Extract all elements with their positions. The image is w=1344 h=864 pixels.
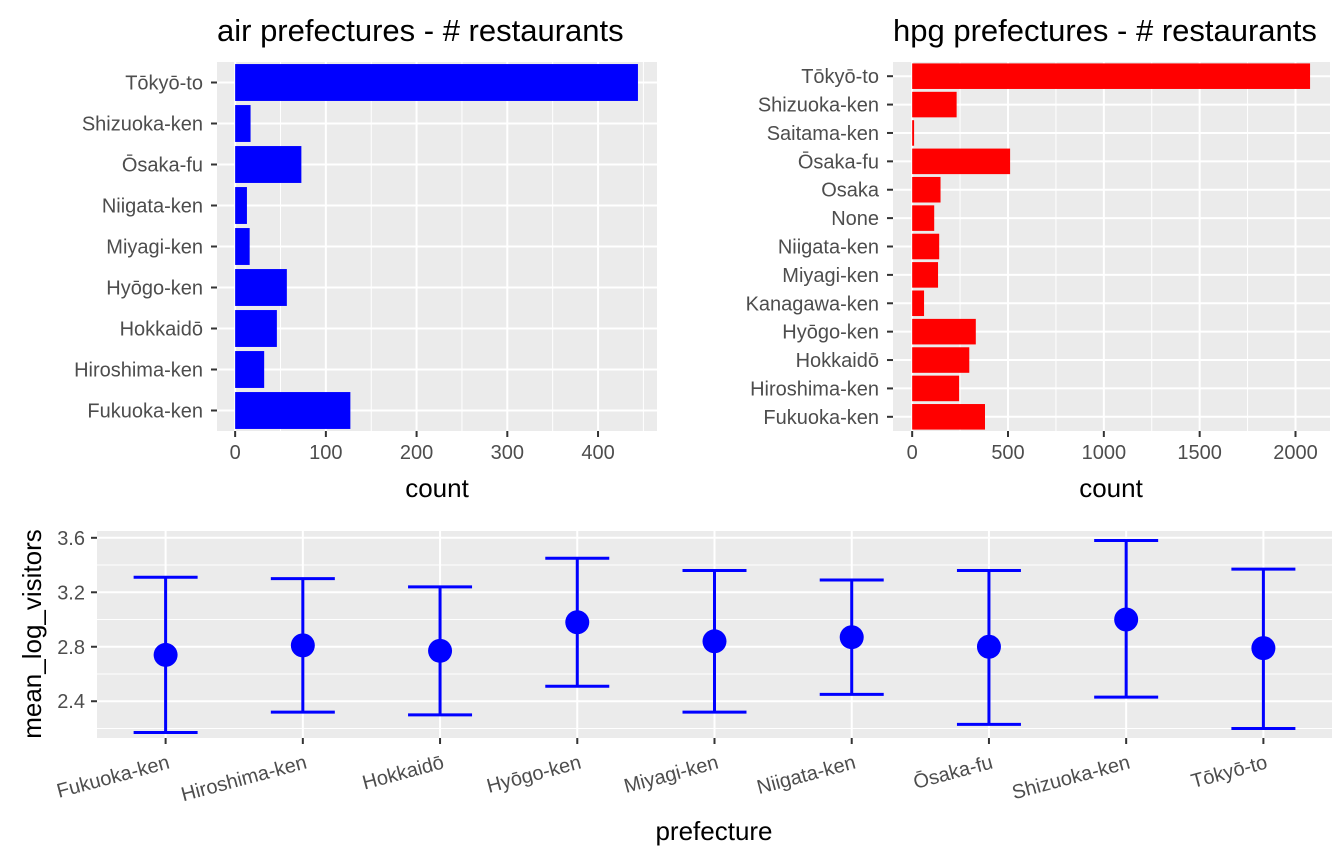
p1-bar-hiroshima-ken [235, 351, 265, 388]
p2-y-tick-label: Saitama-ken [767, 123, 879, 145]
p2-bar-hiroshima-ken [912, 375, 960, 402]
p1-y-tick-label: Miyagi-ken [106, 237, 203, 259]
p3-mean-point-hyogo-ken [565, 610, 590, 635]
visitors-errorbar-chart: 2.4 2.8 3.2 3.6 Fukuoka-ken Hiroshima-ken Hok… [17, 528, 1332, 846]
p2-bar-shizuoka-ken [912, 91, 957, 118]
air-x-axis-title: count [405, 473, 469, 503]
p2-y-tick-label: Ōsaka-fu [798, 150, 879, 173]
p2-bar-none [912, 205, 935, 231]
p2-y-tick-label: Fukuoka-ken [763, 407, 879, 429]
p1-y-tick-label: Tōkyō-to [125, 73, 203, 95]
p3-x-tick-label: Ōsaka-fu [911, 751, 995, 794]
p2-x-tick-label: 2000 [1273, 442, 1318, 464]
p3-x-tick-label: Fukuoka-ken [55, 752, 172, 803]
p2-bar-miyagi-ken [912, 262, 939, 288]
p3-y-tick-label: 3.6 [57, 528, 85, 550]
p3-mean-point-miyagi-ken [702, 629, 727, 654]
p2-bar-saitama-ken [912, 120, 915, 146]
p3-mean-point-osaka-fu [976, 634, 1001, 659]
p3-y-tick-label: 3.2 [57, 582, 85, 604]
p3-x-tick-label: Hokkaidō [360, 752, 446, 795]
p1-y-tick-label: Niigata-ken [102, 196, 203, 218]
p2-y-tick-label: Shizuoka-ken [758, 95, 879, 117]
p1-x-tick-label: 100 [309, 442, 342, 464]
p2-bar-hyogo-ken [912, 318, 976, 345]
p1-bar-fukuoka-ken [235, 392, 351, 429]
p2-y-tick-label: Hyōgo-ken [782, 322, 879, 344]
p1-bar-tokyo-to [235, 64, 638, 101]
p2-x-tick-label: 1000 [1082, 442, 1127, 464]
p2-bar-osaka-fu [912, 148, 1011, 175]
p3-mean-point-hiroshima-ken [290, 633, 315, 658]
p3-x-tick-label: Hiroshima-ken [179, 752, 309, 807]
p2-x-tick-label: 500 [991, 442, 1024, 464]
p1-y-tick-label: Shizuoka-ken [82, 114, 203, 136]
p3-x-tick-label: Tōkyō-to [1189, 752, 1270, 793]
p3-x-tick-label: Niigata-ken [755, 752, 858, 799]
p1-x-tick-label: 400 [581, 442, 614, 464]
p3-x-tick-label: Miyagi-ken [622, 752, 721, 798]
p1-bar-miyagi-ken [235, 228, 250, 265]
p3-mean-point-shizuoka-ken [1114, 607, 1139, 632]
p2-x-tick-label: 0 [907, 442, 918, 464]
p1-bar-niigata-ken [235, 187, 247, 224]
p1-bar-hyogo-ken [235, 269, 287, 306]
p1-y-tick-label: Ōsaka-fu [122, 154, 203, 177]
p2-bar-hokkaido [912, 347, 970, 373]
visitors-x-axis-title: prefecture [655, 816, 772, 846]
p3-mean-point-fukuoka-ken [153, 642, 178, 667]
p1-bar-hokkaido [235, 310, 277, 347]
p1-y-tick-label: Hyōgo-ken [106, 278, 203, 300]
hpg-x-axis-title: count [1079, 473, 1143, 503]
air-chart-title: air prefectures - # restaurants [217, 13, 624, 48]
p2-y-tick-label: Miyagi-ken [782, 265, 879, 287]
p3-y-tick-label: 2.4 [57, 691, 85, 713]
hpg-bar-chart: hpg prefectures - # restaurants Tōkyō-to… [746, 13, 1330, 503]
p2-bar-tokyo-to [912, 63, 1311, 89]
p1-y-tick-label: Hiroshima-ken [74, 360, 203, 382]
p1-y-tick-label: Hokkaidō [120, 319, 203, 341]
p3-mean-point-niigata-ken [839, 625, 864, 650]
p2-bar-kanagawa-ken [912, 290, 925, 317]
p2-y-tick-label: Niigata-ken [778, 237, 879, 259]
p3-mean-point-hokkaido [428, 638, 453, 663]
p2-x-tick-label: 1500 [1177, 442, 1222, 464]
p3-x-tick-label: Hyōgo-ken [484, 752, 583, 798]
p1-y-tick-label: Fukuoka-ken [87, 401, 203, 423]
p1-bar-shizuoka-ken [235, 105, 251, 142]
p2-y-tick-label: Tōkyō-to [801, 66, 879, 88]
p2-bar-fukuoka-ken [912, 404, 985, 430]
air-bar-chart: air prefectures - # restaurants Tōkyō-to… [74, 13, 657, 503]
p3-mean-point-tokyo-to [1251, 636, 1276, 661]
hpg-chart-title: hpg prefectures - # restaurants [893, 13, 1317, 48]
p1-x-tick-label: 300 [491, 442, 524, 464]
p2-bar-osaka [912, 176, 941, 203]
p1-x-tick-label: 200 [400, 442, 433, 464]
p2-y-tick-label: Hokkaidō [796, 350, 879, 372]
p2-y-tick-label: Kanagawa-ken [746, 293, 879, 315]
p1-bar-osaka-fu [235, 146, 302, 183]
p2-bar-niigata-ken [912, 233, 940, 260]
visitors-y-axis-title: mean_log_visitors [17, 529, 47, 739]
p2-y-tick-label: None [831, 208, 879, 230]
p1-x-tick-label: 0 [230, 442, 241, 464]
p2-y-tick-label: Osaka [821, 180, 880, 202]
p3-y-tick-label: 2.8 [57, 637, 85, 659]
p3-x-tick-label: Shizuoka-ken [1010, 752, 1133, 805]
p2-y-tick-label: Hiroshima-ken [750, 378, 879, 400]
